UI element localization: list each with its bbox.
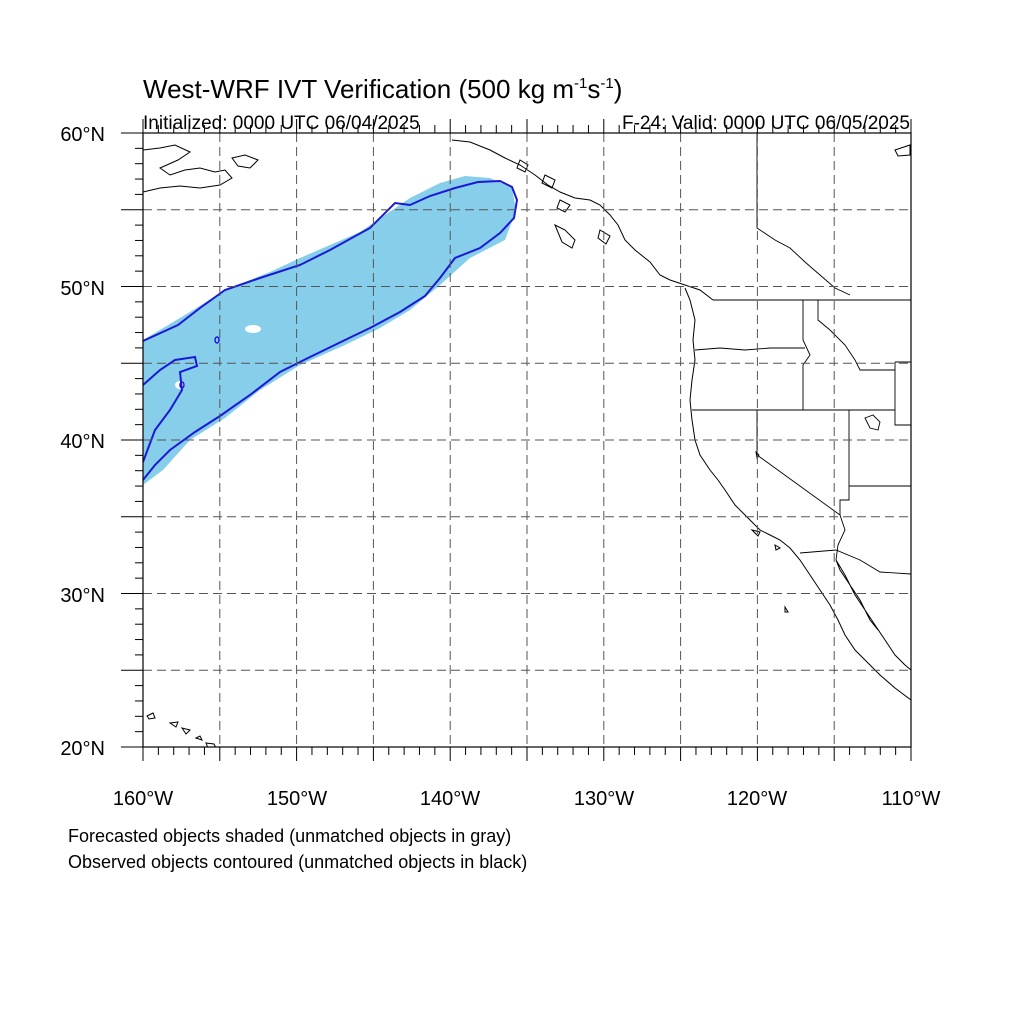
lake-tahoe [755, 450, 760, 460]
graticule [143, 133, 911, 747]
coastline-west-coast [684, 287, 911, 701]
chart-title: West-WRF IVT Verification (500 kg m-1s-1… [143, 74, 622, 104]
border-wa-or [694, 347, 805, 351]
coastline-hawaii [146, 712, 217, 747]
great-salt-lake [864, 414, 881, 431]
border-id-or [802, 300, 811, 410]
lon-label-130w: 130°W [574, 788, 634, 810]
observed-note: Observed objects contoured (unmatched ob… [68, 852, 528, 872]
border-alaska-canada [756, 133, 851, 296]
border-us-mexico [799, 549, 911, 575]
observed-ivt-contour-small [214, 336, 220, 344]
lat-label-30n: 30°N [60, 585, 105, 607]
lat-label-20n: 20°N [60, 738, 105, 760]
forecast-hole [245, 325, 261, 333]
valid-time: F-24: Valid: 0000 UTC 06/05/2025 [622, 113, 910, 134]
coastline-alaska [143, 139, 714, 301]
map-frame [142, 132, 912, 748]
border-id-mt [817, 300, 895, 371]
lon-label-160w: 160°W [113, 788, 173, 810]
border-ca-nv [756, 410, 841, 516]
lon-label-150w: 150°W [267, 788, 327, 810]
forecast-note: Forecasted objects shaded (unmatched obj… [68, 826, 512, 846]
lat-label-40n: 40°N [60, 431, 105, 453]
coastline-gulf-of-california [835, 559, 911, 671]
lat-label-50n: 50°N [60, 278, 105, 300]
lon-label-120w: 120°W [727, 788, 787, 810]
observed-ivt-contour [143, 179, 519, 481]
observed-ivt-contour-inner [143, 355, 199, 463]
lon-label-140w: 140°W [420, 788, 480, 810]
border-ca-az [835, 514, 846, 561]
coastline-baja-islands [750, 529, 789, 613]
border-wy [894, 361, 911, 426]
forecast-ivt-object [143, 176, 516, 485]
coastline-alaska-islands [231, 144, 911, 249]
observed-ivt-contour-small [179, 381, 185, 389]
lon-label-110w: 110°W [882, 788, 941, 810]
border-nv-ut [839, 410, 850, 515]
axis-ticks [121, 119, 912, 761]
lat-label-60n: 60°N [60, 124, 105, 146]
initialized-time: Initialized: 0000 UTC 06/04/2025 [143, 113, 420, 134]
